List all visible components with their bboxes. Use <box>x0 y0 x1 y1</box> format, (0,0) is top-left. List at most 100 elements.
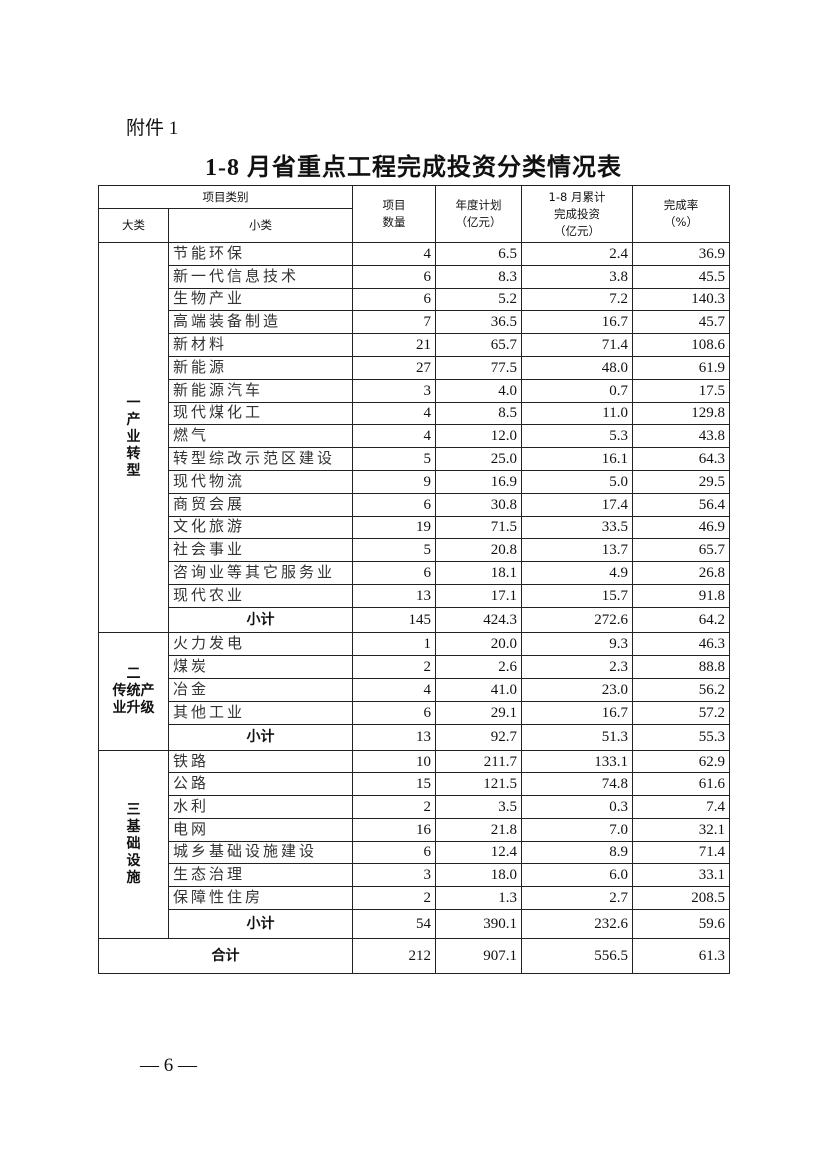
annual-plan: 18.1 <box>435 561 522 585</box>
annual-plan: 21.8 <box>435 817 522 842</box>
annual-plan: 18.0 <box>435 863 522 887</box>
project-count: 6 <box>352 561 436 585</box>
subcategory: 生态治理 <box>168 863 353 887</box>
page-title: 1-8 月省重点工程完成投资分类情况表 <box>205 155 622 181</box>
subcategory: 燃气 <box>168 424 353 449</box>
group-label: 二传统产业升级 <box>98 631 169 751</box>
total-row: 合计 212 907.1 556.5 61.3 <box>98 937 730 974</box>
header-major: 大类 <box>98 208 169 243</box>
completion-rate: 91.8 <box>632 583 730 608</box>
group-name: 产业转型 <box>126 412 141 479</box>
completion-rate: 26.8 <box>632 561 730 585</box>
project-count: 2 <box>352 795 436 819</box>
subtotal-label: 小计 <box>168 723 353 751</box>
completed-investment: 4.9 <box>521 561 633 585</box>
table-row: 文化旅游 19 71.5 33.5 46.9 <box>99 515 730 540</box>
subcategory: 节能环保 <box>168 242 353 266</box>
completed-investment: 7.2 <box>521 287 633 312</box>
subtotal-label: 小计 <box>168 908 353 939</box>
table-row: 保障性住房 2 1.3 2.7 208.5 <box>99 885 730 910</box>
group-label: 一产业转型 <box>98 242 169 633</box>
total-rate: 61.3 <box>632 937 730 974</box>
header-category: 项目类别 <box>98 185 353 209</box>
project-count: 6 <box>352 287 436 312</box>
subcategory: 新能源汽车 <box>168 378 353 403</box>
completion-rate: 17.5 <box>632 378 730 403</box>
annual-plan: 77.5 <box>435 355 522 380</box>
table-row: 其他工业 6 29.1 16.7 57.2 <box>99 700 730 725</box>
annual-plan: 20.0 <box>435 631 522 656</box>
completion-rate: 43.8 <box>632 424 730 449</box>
project-count: 2 <box>352 654 436 679</box>
header-plan: 年度计划（亿元） <box>435 185 522 243</box>
annual-plan: 36.5 <box>435 310 522 335</box>
subtotal-rate: 59.6 <box>632 908 730 939</box>
completion-rate: 140.3 <box>632 287 730 312</box>
annual-plan: 29.1 <box>435 700 522 725</box>
completion-rate: 208.5 <box>632 885 730 910</box>
project-count: 9 <box>352 469 436 494</box>
table-row: 咨询业等其它服务业 6 18.1 4.9 26.8 <box>99 561 730 585</box>
completed-investment: 13.7 <box>521 538 633 563</box>
subtotal-plan: 424.3 <box>435 606 522 633</box>
completed-investment: 48.0 <box>521 355 633 380</box>
table-row: 水利 2 3.5 0.3 7.4 <box>99 795 730 819</box>
project-count: 16 <box>352 817 436 842</box>
subtotal-count: 13 <box>352 723 436 751</box>
subtotal-rate: 64.2 <box>632 606 730 633</box>
subcategory: 铁路 <box>168 749 353 774</box>
attachment-label: 附件 1 <box>126 118 179 139</box>
subtotal-count: 145 <box>352 606 436 633</box>
project-count: 7 <box>352 310 436 335</box>
annual-plan: 8.3 <box>435 264 522 289</box>
annual-plan: 41.0 <box>435 677 522 702</box>
project-count: 6 <box>352 700 436 725</box>
subcategory: 其他工业 <box>168 700 353 725</box>
group-number: 一 <box>126 395 141 411</box>
completed-investment: 0.7 <box>521 378 633 403</box>
table-row: 现代农业 13 17.1 15.7 91.8 <box>99 583 730 608</box>
subcategory: 现代物流 <box>168 469 353 494</box>
subcategory: 商贸会展 <box>168 492 353 517</box>
table-row: 商贸会展 6 30.8 17.4 56.4 <box>99 492 730 517</box>
project-count: 4 <box>352 677 436 702</box>
subcategory: 新能源 <box>168 355 353 380</box>
table-row: 新一代信息技术 6 8.3 3.8 45.5 <box>99 264 730 289</box>
subcategory: 社会事业 <box>168 538 353 563</box>
annual-plan: 2.6 <box>435 654 522 679</box>
annual-plan: 12.4 <box>435 840 522 865</box>
project-count: 15 <box>352 772 436 797</box>
page-number: — 6 — <box>140 1055 197 1076</box>
completed-investment: 2.7 <box>521 885 633 910</box>
completion-rate: 56.4 <box>632 492 730 517</box>
annual-plan: 3.5 <box>435 795 522 819</box>
completion-rate: 61.9 <box>632 355 730 380</box>
total-plan: 907.1 <box>435 937 522 974</box>
table-row: 三基础设施 铁路 10 211.7 133.1 62.9 <box>98 749 730 939</box>
project-count: 5 <box>352 538 436 563</box>
completed-investment: 17.4 <box>521 492 633 517</box>
table-row: 电网 16 21.8 7.0 32.1 <box>99 817 730 842</box>
project-count: 4 <box>352 242 436 266</box>
annual-plan: 20.8 <box>435 538 522 563</box>
completed-investment: 133.1 <box>521 749 633 774</box>
subtotal-completed: 51.3 <box>521 723 633 751</box>
project-count: 5 <box>352 447 436 471</box>
project-count: 19 <box>352 515 436 540</box>
subtotal-rate: 55.3 <box>632 723 730 751</box>
completed-investment: 2.4 <box>521 242 633 266</box>
subcategory: 咨询业等其它服务业 <box>168 561 353 585</box>
subtotal-row: 小计 54 390.1 232.6 59.6 <box>99 908 730 939</box>
completion-rate: 61.6 <box>632 772 730 797</box>
project-count: 4 <box>352 401 436 426</box>
annual-plan: 211.7 <box>435 749 522 774</box>
investment-table: 项目类别 项目数量 年度计划（亿元） 1-8 月累计 完成投资 （亿元） 完成率（%… <box>98 185 730 974</box>
completed-investment: 11.0 <box>521 401 633 426</box>
annual-plan: 71.5 <box>435 515 522 540</box>
completion-rate: 45.5 <box>632 264 730 289</box>
completed-investment: 16.7 <box>521 700 633 725</box>
subcategory: 现代农业 <box>168 583 353 608</box>
completion-rate: 88.8 <box>632 654 730 679</box>
subcategory: 高端装备制造 <box>168 310 353 335</box>
total-completed: 556.5 <box>521 937 633 974</box>
